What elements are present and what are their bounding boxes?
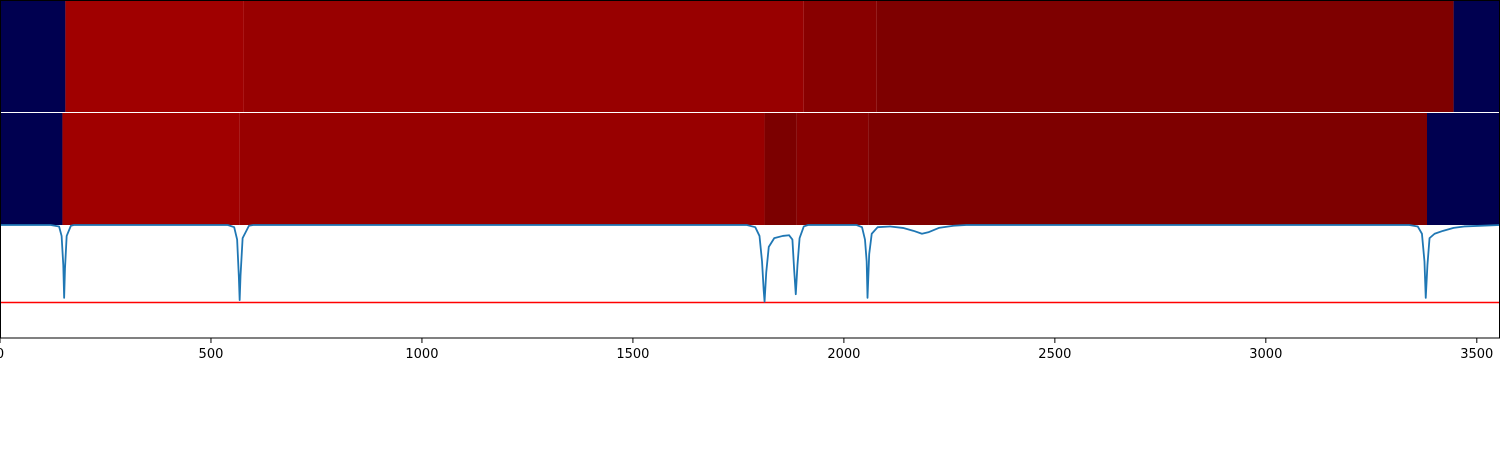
band-1-segment <box>243 0 804 112</box>
band-1-segment <box>803 0 877 112</box>
spectrum-panel <box>0 224 1500 304</box>
x-tick-label: 3000 <box>1249 347 1282 362</box>
band-1-segment <box>0 0 66 112</box>
band-2-segment <box>1427 113 1500 225</box>
x-tick-label: 500 <box>199 347 224 362</box>
x-tick-label: 2500 <box>1038 347 1071 362</box>
band-2-segment <box>239 113 765 225</box>
band-2-segment <box>0 113 63 225</box>
x-tick-label: 2000 <box>827 347 860 362</box>
band-2-segment <box>62 113 240 225</box>
x-tick-label: 1500 <box>616 347 649 362</box>
x-tick-label: 0 <box>0 347 4 362</box>
band-1-segment <box>876 0 1454 112</box>
band-2-segment <box>796 113 869 225</box>
x-tick-label: 3500 <box>1460 347 1493 362</box>
band-1-segment <box>65 0 244 112</box>
heatmap-bands <box>0 0 1500 225</box>
band-1-segment <box>1453 0 1500 112</box>
band-2-segment <box>764 113 797 225</box>
spectrum-trace <box>0 224 1500 303</box>
x-tick-label: 1000 <box>405 347 438 362</box>
band-2-segment <box>868 113 1428 225</box>
